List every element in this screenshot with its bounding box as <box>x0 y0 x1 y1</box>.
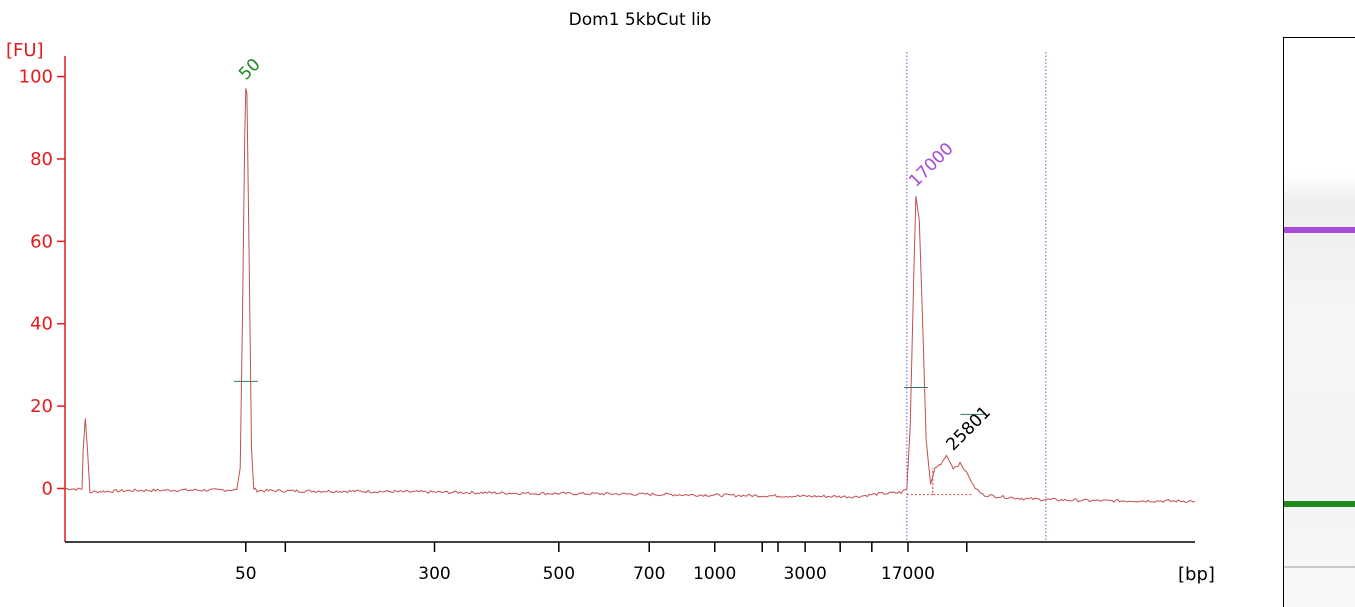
peak-annotation-label: 25801 <box>943 403 995 455</box>
region-lines <box>906 52 1047 542</box>
x-axis-unit-label: [bp] <box>1178 564 1215 585</box>
electropherogram-chart: Dom1 5kbCut lib [FU] [bp] 0 20 40 60 80 100 5… <box>6 10 1215 585</box>
y-tick-label: 100 <box>19 67 53 88</box>
y-tick-label: 20 <box>30 396 53 417</box>
y-tick-label: 40 <box>30 314 53 335</box>
peak-annotations: 50 17000 25801 <box>235 55 995 455</box>
peak-annotation-label: 17000 <box>905 139 957 191</box>
y-ticks: 0 20 40 60 80 100 <box>19 67 65 499</box>
gel-lane-image <box>1283 37 1355 607</box>
x-tick-label: 300 <box>418 564 450 584</box>
x-tick-label: 17000 <box>881 564 935 584</box>
series-trace <box>64 88 1196 503</box>
y-tick-label: 80 <box>30 149 53 170</box>
gel-band <box>1284 501 1355 508</box>
x-tick-label: 50 <box>235 564 257 584</box>
half-height-markers <box>233 380 985 415</box>
gel-band <box>1284 227 1355 234</box>
y-tick-label: 0 <box>42 478 53 499</box>
peak-annotation-label: 50 <box>235 55 264 84</box>
series-traces <box>64 88 1196 503</box>
gel-band <box>1284 565 1355 568</box>
peak-baseline <box>906 467 973 496</box>
x-tick-label: 500 <box>543 564 575 584</box>
y-axis-label: [FU] <box>6 40 44 61</box>
x-tick-label: 1000 <box>693 564 736 584</box>
x-tick-label: 3000 <box>784 564 827 584</box>
chart-title: Dom1 5kbCut lib <box>569 10 712 30</box>
y-tick-label: 60 <box>30 231 53 252</box>
chart-axes <box>64 56 1195 543</box>
x-tick-label: 700 <box>633 564 665 584</box>
x-ticks: 50 300 500 700 1000 3000 17000 <box>235 542 968 584</box>
